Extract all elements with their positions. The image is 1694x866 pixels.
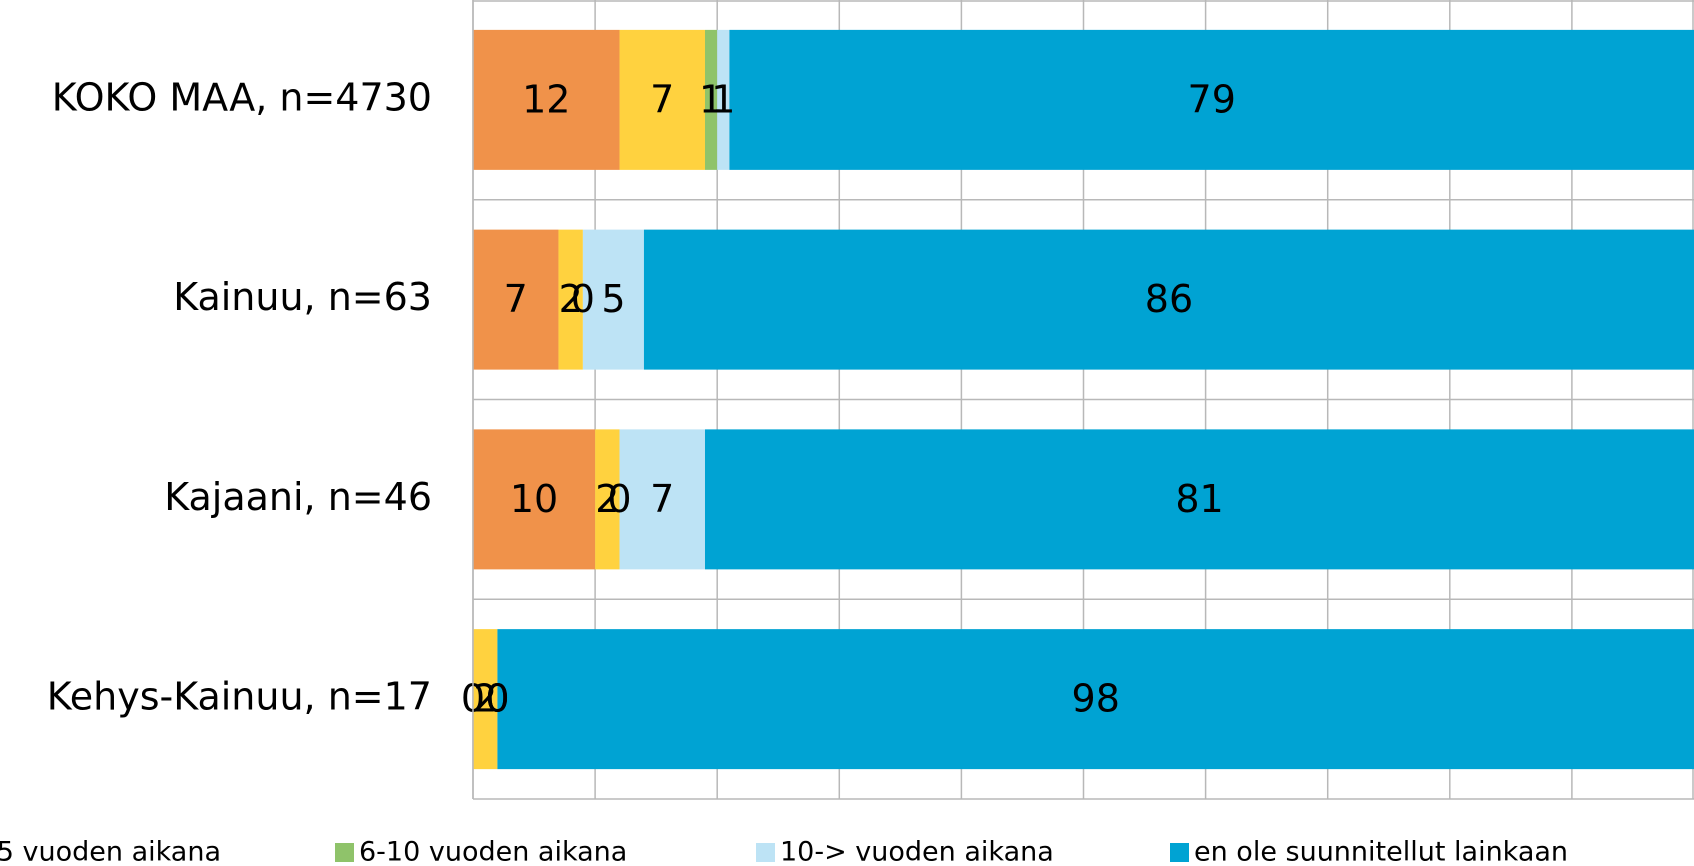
data-label: 98: [1072, 677, 1120, 721]
bar-segment: [582, 229, 644, 370]
data-label: 2: [559, 277, 583, 321]
bar-segment: [704, 29, 718, 170]
category-label: Kehys-Kainuu, n=17: [47, 675, 432, 719]
bar-segment: [473, 29, 620, 170]
bar-segment: [558, 229, 583, 370]
legend-swatch: [756, 843, 775, 862]
legend-swatch: [335, 843, 354, 862]
data-label: 81: [1175, 477, 1223, 521]
legend-swatch: [1170, 843, 1189, 862]
bar-segment: [704, 429, 1694, 570]
category-label: Kajaani, n=46: [164, 475, 432, 519]
data-label: 0: [571, 277, 595, 321]
data-label: 7: [650, 77, 674, 121]
bar-segment: [497, 629, 1694, 770]
legend-label: 10-> vuoden aikana: [780, 837, 1054, 866]
data-label: 7: [504, 277, 528, 321]
data-label: 79: [1188, 77, 1236, 121]
category-label: Kainuu, n=63: [173, 275, 432, 319]
legend-label: en ole suunnitellut lainkaan: [1194, 837, 1568, 866]
legend-label: 6-10 vuoden aikana: [359, 837, 627, 866]
data-label: 5: [601, 277, 625, 321]
bar-segment: [643, 229, 1694, 370]
data-label: 7: [650, 477, 674, 521]
data-label: 86: [1145, 277, 1193, 321]
data-label: 2: [473, 677, 497, 721]
bar-segment: [619, 29, 705, 170]
data-label: 10: [510, 477, 558, 521]
bar-segment: [729, 29, 1694, 170]
bar-segment: [619, 429, 705, 570]
category-label: KOKO MAA, n=4730: [52, 75, 432, 119]
data-label: 2: [595, 477, 619, 521]
data-label: 0: [485, 677, 509, 721]
data-label: 1: [699, 77, 723, 121]
bar-segment: [473, 629, 498, 770]
data-label: 0: [607, 477, 631, 521]
data-label: 12: [522, 77, 570, 121]
legend-label: 5 vuoden aikana: [0, 837, 221, 866]
bar-segment: [717, 29, 730, 170]
bar-segment: [473, 429, 596, 570]
data-label: 0: [485, 677, 509, 721]
data-label: 1: [711, 77, 735, 121]
bar-segment: [473, 229, 559, 370]
bar-segment: [595, 429, 620, 570]
